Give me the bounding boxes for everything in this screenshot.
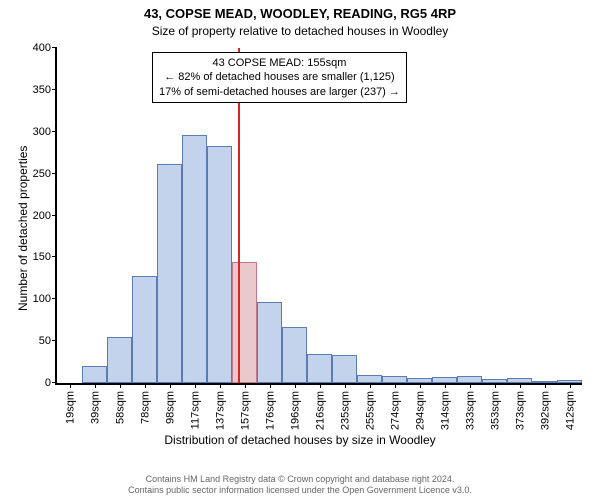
x-tick-label: 235sqm	[339, 391, 351, 430]
annotation-line: ← 82% of detached houses are smaller (1,…	[159, 70, 400, 84]
plot-area: 05010015020025030035040019sqm39sqm58sqm7…	[55, 48, 582, 385]
x-axis-label: Distribution of detached houses by size …	[0, 433, 600, 447]
x-tick-mark	[195, 383, 196, 388]
x-tick-mark	[95, 383, 96, 388]
y-tick-mark	[52, 131, 57, 132]
x-tick-label: 58sqm	[114, 391, 126, 424]
chart-footer: Contains HM Land Registry data © Crown c…	[0, 474, 600, 496]
histogram-bar	[207, 146, 232, 383]
x-tick-mark	[120, 383, 121, 388]
x-tick-mark	[320, 383, 321, 388]
x-tick-label: 117sqm	[189, 391, 201, 429]
y-tick-mark	[52, 173, 57, 174]
annotation-line: 17% of semi-detached houses are larger (…	[159, 85, 400, 99]
y-tick-label: 200	[33, 210, 51, 222]
y-tick-mark	[52, 89, 57, 90]
x-tick-label: 39sqm	[89, 391, 101, 424]
histogram-bar	[257, 302, 282, 383]
y-tick-label: 100	[33, 293, 51, 305]
y-tick-label: 0	[45, 377, 51, 389]
histogram-bar	[182, 135, 207, 383]
annotation-line: 43 COPSE MEAD: 155sqm	[159, 56, 400, 70]
x-tick-mark	[270, 383, 271, 388]
x-tick-mark	[445, 383, 446, 388]
footer-line-1: Contains HM Land Registry data © Crown c…	[146, 474, 455, 484]
y-tick-label: 250	[33, 168, 51, 180]
x-tick-label: 333sqm	[464, 391, 476, 430]
histogram-bar	[232, 262, 257, 383]
y-axis-label: Number of detached properties	[16, 145, 30, 310]
x-tick-label: 196sqm	[289, 391, 301, 430]
x-tick-mark	[470, 383, 471, 388]
footer-line-2: Contains public sector information licen…	[128, 485, 472, 495]
histogram-bar	[332, 355, 357, 383]
x-tick-label: 216sqm	[314, 391, 326, 430]
histogram-bar	[157, 164, 182, 383]
y-tick-mark	[52, 256, 57, 257]
y-tick-label: 150	[33, 251, 51, 263]
x-tick-label: 392sqm	[539, 391, 551, 430]
histogram-bar	[282, 327, 307, 383]
x-tick-mark	[170, 383, 171, 388]
x-tick-label: 78sqm	[139, 391, 151, 424]
y-tick-label: 400	[33, 42, 51, 54]
y-tick-mark	[52, 215, 57, 216]
x-tick-mark	[370, 383, 371, 388]
histogram-bar	[132, 276, 157, 383]
x-tick-mark	[70, 383, 71, 388]
histogram-bar	[357, 375, 382, 383]
y-tick-mark	[52, 298, 57, 299]
x-tick-label: 314sqm	[439, 391, 451, 430]
annotation-box: 43 COPSE MEAD: 155sqm← 82% of detached h…	[152, 52, 407, 103]
y-tick-label: 50	[39, 335, 51, 347]
y-tick-mark	[52, 47, 57, 48]
x-tick-label: 373sqm	[514, 391, 526, 430]
chart-title-main: 43, COPSE MEAD, WOODLEY, READING, RG5 4R…	[0, 6, 600, 21]
x-tick-label: 19sqm	[64, 391, 76, 424]
x-tick-mark	[520, 383, 521, 388]
x-tick-label: 274sqm	[389, 391, 401, 430]
x-tick-mark	[295, 383, 296, 388]
x-tick-label: 255sqm	[364, 391, 376, 430]
x-tick-label: 157sqm	[239, 391, 251, 430]
histogram-bar	[382, 376, 407, 383]
x-tick-mark	[545, 383, 546, 388]
histogram-bar	[307, 354, 332, 383]
x-tick-mark	[570, 383, 571, 388]
x-tick-mark	[220, 383, 221, 388]
x-tick-mark	[345, 383, 346, 388]
x-tick-mark	[395, 383, 396, 388]
x-tick-mark	[420, 383, 421, 388]
y-tick-label: 300	[33, 126, 51, 138]
y-tick-mark	[52, 382, 57, 383]
x-tick-label: 176sqm	[264, 391, 276, 430]
x-tick-label: 98sqm	[164, 391, 176, 424]
x-tick-label: 353sqm	[489, 391, 501, 430]
x-tick-label: 412sqm	[564, 391, 576, 430]
histogram-bar	[82, 366, 107, 383]
histogram-bar	[107, 337, 132, 383]
chart-title-sub: Size of property relative to detached ho…	[0, 24, 600, 38]
chart-container: 43, COPSE MEAD, WOODLEY, READING, RG5 4R…	[0, 0, 600, 500]
y-tick-label: 350	[33, 84, 51, 96]
x-tick-label: 137sqm	[214, 391, 226, 430]
x-tick-label: 294sqm	[414, 391, 426, 430]
x-tick-mark	[495, 383, 496, 388]
histogram-bar	[457, 376, 482, 383]
x-tick-mark	[245, 383, 246, 388]
y-tick-mark	[52, 340, 57, 341]
x-tick-mark	[145, 383, 146, 388]
